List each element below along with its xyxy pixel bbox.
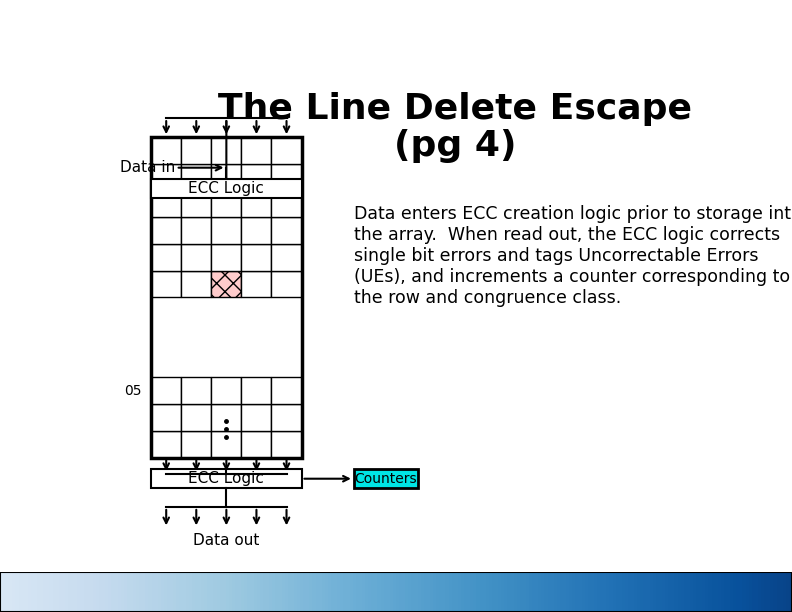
Bar <box>272 217 302 244</box>
Bar <box>242 431 272 458</box>
Bar <box>211 271 242 297</box>
Text: 05: 05 <box>124 384 142 398</box>
Bar <box>181 271 211 297</box>
Bar <box>181 164 211 190</box>
Bar <box>151 404 181 431</box>
Bar <box>242 164 272 190</box>
Text: Data in: Data in <box>120 160 176 175</box>
Bar <box>151 190 181 217</box>
Bar <box>242 137 272 164</box>
Bar <box>151 469 302 488</box>
Bar <box>151 179 302 198</box>
Bar <box>181 217 211 244</box>
Bar <box>181 378 211 404</box>
Bar <box>272 404 302 431</box>
Bar <box>181 431 211 458</box>
Bar <box>272 244 302 271</box>
Bar <box>242 378 272 404</box>
Bar <box>242 271 272 297</box>
Bar <box>211 217 242 244</box>
Bar <box>211 431 242 458</box>
Text: The Line Delete Escape: The Line Delete Escape <box>218 92 692 126</box>
Bar <box>211 164 242 190</box>
Bar <box>272 164 302 190</box>
Bar <box>211 244 242 271</box>
Bar <box>272 378 302 404</box>
Text: ECC Logic: ECC Logic <box>188 471 265 486</box>
Bar <box>151 431 181 458</box>
Bar <box>151 137 181 164</box>
Text: (pg 4): (pg 4) <box>394 130 516 163</box>
Text: ECC Logic: ECC Logic <box>188 181 265 196</box>
Bar <box>242 190 272 217</box>
Bar <box>272 431 302 458</box>
Bar <box>354 469 418 488</box>
Bar <box>272 271 302 297</box>
Bar <box>242 244 272 271</box>
Bar <box>151 378 181 404</box>
Bar <box>151 217 181 244</box>
Bar <box>211 378 242 404</box>
Bar <box>151 164 181 190</box>
Text: Counters: Counters <box>355 472 417 486</box>
Text: Data out: Data out <box>193 533 260 548</box>
Bar <box>242 217 272 244</box>
Bar <box>151 244 181 271</box>
Text: Data enters ECC creation logic prior to storage into
the array.  When read out, : Data enters ECC creation logic prior to … <box>354 206 792 307</box>
Bar <box>151 271 181 297</box>
Bar <box>181 137 211 164</box>
Bar <box>151 137 302 458</box>
Bar <box>181 404 211 431</box>
Bar <box>211 137 242 164</box>
Bar <box>211 190 242 217</box>
Bar <box>211 404 242 431</box>
Bar <box>181 190 211 217</box>
Bar <box>181 244 211 271</box>
Bar <box>272 190 302 217</box>
Bar <box>242 404 272 431</box>
Bar <box>272 137 302 164</box>
